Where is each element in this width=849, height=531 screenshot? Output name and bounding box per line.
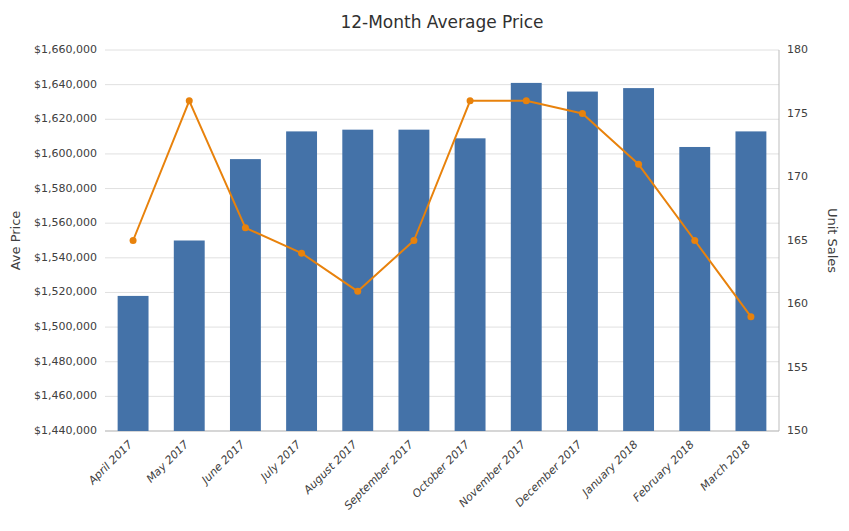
title: 12-Month Average Price (340, 12, 543, 32)
x-tick-label: September 2017 (342, 438, 416, 512)
y-tick-label: $1,540,000 (34, 251, 97, 264)
grid-line (105, 153, 779, 154)
grid-line (105, 84, 779, 85)
line-marker (747, 313, 754, 320)
y-tick-label: $1,500,000 (34, 320, 97, 333)
bar (511, 83, 542, 431)
y-axis-label: Ave Price (8, 211, 23, 271)
grid-line (105, 361, 779, 362)
y-tick-label: $1,600,000 (34, 147, 97, 160)
line-marker (298, 250, 305, 257)
background (0, 0, 849, 531)
y2-axis-label: Unit Sales (825, 208, 840, 273)
line-marker (410, 237, 417, 244)
y2-axis-line (779, 50, 780, 431)
y-tick-label: $1,460,000 (34, 389, 97, 402)
grid-line (105, 257, 779, 258)
bar (230, 159, 261, 431)
bar (735, 131, 766, 431)
x-tick-label: April 2017 (85, 438, 135, 488)
grid-line (105, 50, 779, 51)
y2-tick-label: 160 (787, 297, 808, 310)
grid-line (105, 431, 779, 432)
x-tick-label: May 2017 (144, 438, 192, 486)
x-tick-label: August 2017 (300, 438, 359, 497)
x-tick-label: July 2017 (257, 438, 304, 485)
bar (118, 296, 149, 431)
y2-tick-label: 175 (787, 107, 808, 120)
line-marker (579, 110, 586, 117)
y2-tick-label: 170 (787, 170, 808, 183)
y2-tick-label: 180 (787, 43, 808, 56)
chart: $1,440,000 $1,460,000 $1,480,000 $1,500,000… (0, 0, 849, 531)
grid-line (105, 188, 779, 189)
grid-line (105, 119, 779, 120)
bar (567, 92, 598, 431)
line-marker (523, 97, 530, 104)
bar (679, 147, 710, 431)
line-marker (691, 237, 698, 244)
x-tick-label: March 2018 (698, 438, 753, 493)
x-tick-label: February 2018 (631, 438, 697, 504)
line-marker (242, 224, 249, 231)
bar (455, 138, 486, 431)
x-tick-label: October 2017 (410, 438, 473, 501)
bar (174, 241, 205, 432)
line-marker (130, 237, 137, 244)
grid-line (105, 223, 779, 224)
y-tick-label: $1,520,000 (34, 285, 97, 298)
line-marker (186, 97, 193, 104)
bar (623, 88, 654, 431)
grid-line (105, 292, 779, 293)
bar (398, 130, 429, 431)
line-marker (635, 161, 642, 168)
y2-tick-label: 165 (787, 234, 808, 247)
marks (118, 83, 767, 431)
x-tick-label: January 2018 (578, 438, 640, 500)
y-tick-label: $1,480,000 (34, 355, 97, 368)
axes: $1,440,000 $1,460,000 $1,480,000 $1,500,000… (34, 43, 808, 512)
y-tick-label: $1,620,000 (34, 112, 97, 125)
y-tick-label: $1,580,000 (34, 182, 97, 195)
line-marker (467, 97, 474, 104)
x-tick-label: December 2017 (513, 438, 585, 510)
y-tick-label: $1,560,000 (34, 216, 97, 229)
grid-line (105, 396, 779, 397)
x-axis-line (105, 431, 779, 432)
y-tick-label: $1,660,000 (34, 43, 97, 56)
line-marker (354, 288, 361, 295)
y2-tick-label: 155 (787, 361, 808, 374)
y2-tick-label: 150 (787, 424, 808, 437)
x-tick-label: June 2017 (198, 438, 248, 488)
bar (286, 131, 317, 431)
grid (105, 50, 779, 431)
line (133, 101, 751, 317)
y-tick-label: $1,440,000 (34, 424, 97, 437)
y-tick-label: $1,640,000 (34, 78, 97, 91)
grid-line (105, 327, 779, 328)
